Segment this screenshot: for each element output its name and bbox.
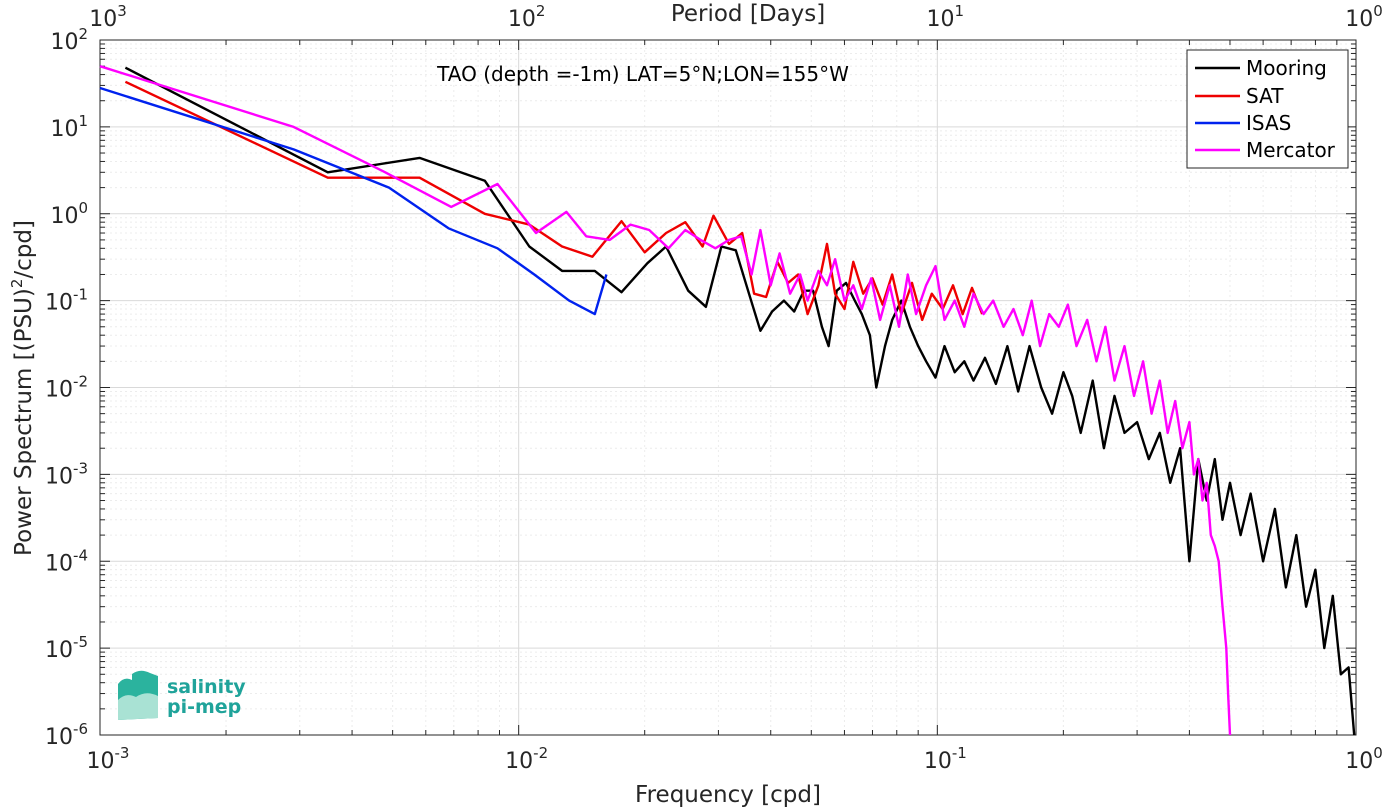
logo-text-line2: pi-mep (167, 696, 241, 718)
x-tick-label-base: 10 (87, 749, 115, 774)
y-tick-label-exp: 1 (78, 112, 88, 130)
top-tick-label: 102 (508, 2, 546, 32)
legend-box (1186, 49, 1349, 169)
y-tick-label-base: 10 (45, 638, 73, 663)
salinity-pimep-logo: salinity pi-mep (118, 670, 246, 720)
y-tick-label-exp: -1 (73, 286, 88, 304)
top-tick-label-exp: 3 (117, 2, 127, 20)
x-tick-label-base: 10 (1345, 749, 1373, 774)
y-tick-label-exp: -5 (73, 633, 88, 651)
y-tick-label-base: 10 (50, 204, 78, 229)
y-tick-label-exp: 0 (78, 199, 88, 217)
y-tick-label: 10-5 (45, 633, 88, 663)
x-tick-label: 10-2 (505, 744, 548, 774)
logo-text-line1: salinity (167, 676, 246, 698)
tick-marks (99, 40, 1356, 736)
y-tick-label: 10-2 (45, 373, 88, 403)
y-tick-label: 10-1 (45, 286, 88, 316)
grid-lines (100, 40, 1356, 735)
y-tick-label: 100 (50, 199, 88, 229)
x-tick-label-exp: -1 (952, 744, 967, 762)
top-tick-label-exp: 2 (536, 2, 546, 20)
y-tick-label-exp: -6 (73, 720, 88, 738)
y-tick-label: 10-3 (45, 459, 88, 489)
y-axis-label-sup: 2 (8, 279, 26, 289)
x-axis-label: Frequency [cpd] (635, 782, 821, 808)
top-tick-label: 101 (927, 2, 965, 32)
y-axis-label: Power Spectrum [(PSU)2/cpd] (8, 220, 37, 556)
y-axis-label-tail: /cpd] (11, 220, 37, 279)
x-tick-label: 100 (1345, 744, 1383, 774)
top-tick-label: 103 (89, 2, 127, 32)
y-tick-label-base: 10 (45, 464, 73, 489)
top-tick-label-base: 10 (508, 7, 536, 32)
legend-label-sat: SAT (1246, 84, 1284, 108)
top-tick-label-base: 10 (89, 7, 117, 32)
y-tick-label-exp: -3 (73, 459, 88, 477)
y-tick-label-exp: -2 (73, 373, 88, 391)
y-tick-label-base: 10 (45, 551, 73, 576)
x-tick-label-exp: -2 (533, 744, 548, 762)
legend-label-mercator: Mercator (1246, 138, 1336, 162)
top-tick-label-exp: 0 (1373, 2, 1383, 20)
y-tick-label-base: 10 (45, 725, 73, 750)
y-tick-label: 10-6 (45, 720, 88, 750)
y-tick-label: 10-4 (45, 546, 88, 576)
legend-label-isas: ISAS (1246, 111, 1291, 135)
y-tick-label-exp: 2 (78, 25, 88, 43)
y-tick-label: 102 (50, 25, 88, 55)
y-tick-label-exp: -4 (73, 546, 88, 564)
top-tick-label-base: 10 (1345, 7, 1373, 32)
x-tick-label-base: 10 (505, 749, 533, 774)
y-tick-label-base: 10 (45, 291, 73, 316)
top-tick-label-exp: 1 (955, 2, 965, 20)
x-tick-label: 10-1 (924, 744, 967, 774)
y-axis-label-main: Power Spectrum [(PSU) (11, 288, 37, 556)
y-tick-label-base: 10 (50, 30, 78, 55)
x-tick-label-base: 10 (924, 749, 952, 774)
series-line-mercator (99, 65, 1232, 736)
series-line-mooring (124, 66, 1356, 736)
y-tick-label-base: 10 (45, 378, 73, 403)
logo-wave-icon-light (118, 693, 158, 720)
x-tick-label: 10-3 (87, 744, 130, 774)
x-tick-label-exp: -3 (115, 744, 130, 762)
y-tick-label-base: 10 (50, 117, 78, 142)
data-series (99, 65, 1356, 736)
chart-title: TAO (depth =-1m) LAT=5°N;LON=155°W (436, 62, 849, 86)
series-line-isas (99, 86, 608, 316)
top-axis-label: Period [Days] (671, 1, 825, 27)
legend-label-mooring: Mooring (1246, 56, 1327, 80)
legend: Mooring SAT ISAS Mercator (1186, 49, 1349, 169)
y-tick-label: 101 (50, 112, 88, 142)
top-tick-label-base: 10 (927, 7, 955, 32)
top-tick-label: 100 (1345, 2, 1383, 32)
x-tick-label-exp: 0 (1373, 744, 1383, 762)
